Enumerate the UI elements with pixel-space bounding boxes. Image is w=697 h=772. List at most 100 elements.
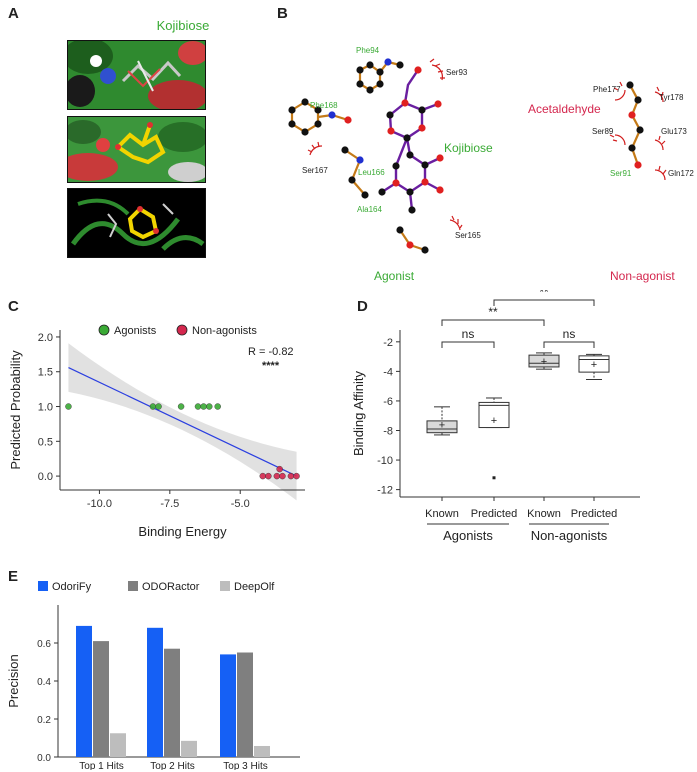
bar-odorify (220, 654, 236, 757)
mean-marker: + (591, 359, 597, 371)
panel-a-title: Kojibiose (156, 18, 210, 33)
comparison-bracket (543, 341, 595, 348)
residue-label-leu166: Leu166 (358, 168, 385, 177)
box (478, 401, 510, 429)
agonist-point (65, 403, 72, 410)
panel-letter-e: E (8, 568, 19, 585)
bar-odoractor (237, 652, 253, 757)
group-label: Non-agonists (531, 528, 608, 543)
legend-marker (176, 324, 188, 336)
y-tick-label: -2 (383, 337, 393, 349)
y-tick-label: 0.6 (37, 639, 51, 650)
y-axis-label: Binding Affinity (351, 370, 366, 456)
box-plot-binding-affinity: -12 -10 -8 -6 -4 -2 Binding Affinity + Known + Pre… (351, 290, 640, 543)
y-tick-label: 0.0 (37, 753, 51, 764)
outlier-point (492, 476, 496, 480)
nonagonist-point (259, 472, 267, 480)
x-tick-label: -10.0 (87, 498, 112, 510)
residue-label-tyr178: Tyr178 (659, 93, 684, 102)
legend-label: OdoriFy (52, 581, 92, 593)
bar-odoractor (93, 641, 109, 757)
residue-label-ser91: Ser91 (610, 169, 632, 178)
mean-marker: + (439, 420, 445, 432)
bar-deepolf (254, 745, 270, 757)
legend-label: ODORactor (142, 581, 200, 593)
panel-letter-c: C (8, 298, 19, 315)
comparison-label: ns (462, 327, 475, 341)
agonist-point (149, 403, 157, 410)
correlation-annotation: R = -0.82 (248, 346, 294, 358)
agonist-point (155, 403, 162, 410)
comparison-label: ** (539, 290, 549, 299)
residue-label-ser165: Ser165 (455, 231, 481, 240)
box (426, 420, 458, 434)
bar-deepolf (181, 740, 197, 757)
significance-annotation: **** (262, 360, 280, 372)
ligplot-diagrams: Phe94 Ser93 Phe168 Ser167 Leu166 Ala164 … (288, 46, 694, 283)
legend-label: DeepOlf (234, 581, 275, 593)
y-tick-label: -6 (383, 396, 393, 408)
box (528, 354, 560, 368)
agonist-point (214, 403, 221, 410)
bar-odoractor (164, 648, 180, 757)
y-tick-label: 0.0 (38, 471, 53, 483)
agonist-caption: Agonist (374, 269, 415, 283)
docking-ribbon-image (67, 188, 206, 258)
docking-surface-image-1 (67, 40, 206, 110)
nonagonist-point (273, 472, 281, 480)
y-tick-label: 1.5 (38, 367, 53, 379)
legend-label: Non-agonists (192, 325, 257, 337)
nonagonist-point (287, 472, 295, 480)
bar-deepolf (110, 733, 126, 757)
x-tick-label: Predicted (471, 508, 517, 520)
nonagonist-point (265, 472, 272, 480)
legend-swatch (220, 581, 230, 591)
residue-label-phe168: Phe168 (310, 101, 338, 110)
y-axis-label: Predicted Probability (8, 350, 23, 470)
agonist-compound-label: Kojibiose (444, 141, 493, 155)
x-tick-label: Top 3 Hits (223, 761, 267, 770)
legend-label: Agonists (114, 325, 157, 337)
y-tick-label: 0.2 (37, 715, 51, 726)
x-tick-label: Top 2 Hits (150, 761, 194, 770)
x-tick-label: Known (527, 508, 561, 520)
y-tick-label: 0.5 (38, 436, 53, 448)
agonist-point (177, 403, 185, 410)
y-tick-label: 0.4 (37, 677, 51, 688)
nonagonist-compound-label: Acetaldehyde (528, 102, 601, 116)
comparison-label: ** (488, 305, 498, 319)
legend-swatch (38, 581, 48, 591)
panel-letter-b: B (277, 5, 288, 22)
regression-line (68, 367, 297, 477)
residue-label-ser89: Ser89 (592, 127, 614, 136)
residue-bonds (290, 60, 642, 252)
group-label: Agonists (443, 528, 493, 543)
agonist-point (206, 403, 213, 410)
nonagonist-point (293, 472, 300, 480)
residue-label-gln172: Gln172 (668, 169, 694, 178)
nonagonist-caption: Non-agonist (610, 269, 675, 283)
y-tick-label: -10 (377, 455, 393, 467)
comparison-bracket (441, 341, 495, 348)
panel-letter-a: A (8, 5, 19, 22)
mean-marker: + (541, 356, 547, 368)
agonist-point (194, 403, 202, 410)
bar-chart-precision: 0.0 0.2 0.4 0.6 Precision Top 1 Hits Top 2 Hit… (6, 581, 300, 770)
atom-markers (288, 58, 644, 254)
residue-label-ser93: Ser93 (446, 68, 468, 77)
residue-label-glu173: Glu173 (661, 127, 687, 136)
panel-letter-d: D (357, 298, 368, 315)
x-tick-label: -7.5 (160, 498, 179, 510)
y-tick-label: 2.0 (38, 332, 53, 344)
x-axis-label: Binding Energy (138, 524, 227, 539)
residue-label-phe177: Phe177 (593, 85, 621, 94)
y-tick-label: -4 (383, 366, 393, 378)
hydrophobic-contact-arcs (307, 58, 667, 231)
residue-label-ala164: Ala164 (357, 205, 382, 214)
scatter-chart-binding-energy: 0.0 0.5 1.0 1.5 2.0 -10.0 -7.5 -5.0 Binding Ener… (8, 324, 305, 539)
residue-label-phe94: Phe94 (356, 46, 380, 55)
x-tick-label: -5.0 (231, 498, 250, 510)
nonagonist-point (276, 465, 283, 473)
x-tick-label: Top 1 Hits (79, 761, 123, 770)
comparison-bracket (493, 299, 595, 306)
